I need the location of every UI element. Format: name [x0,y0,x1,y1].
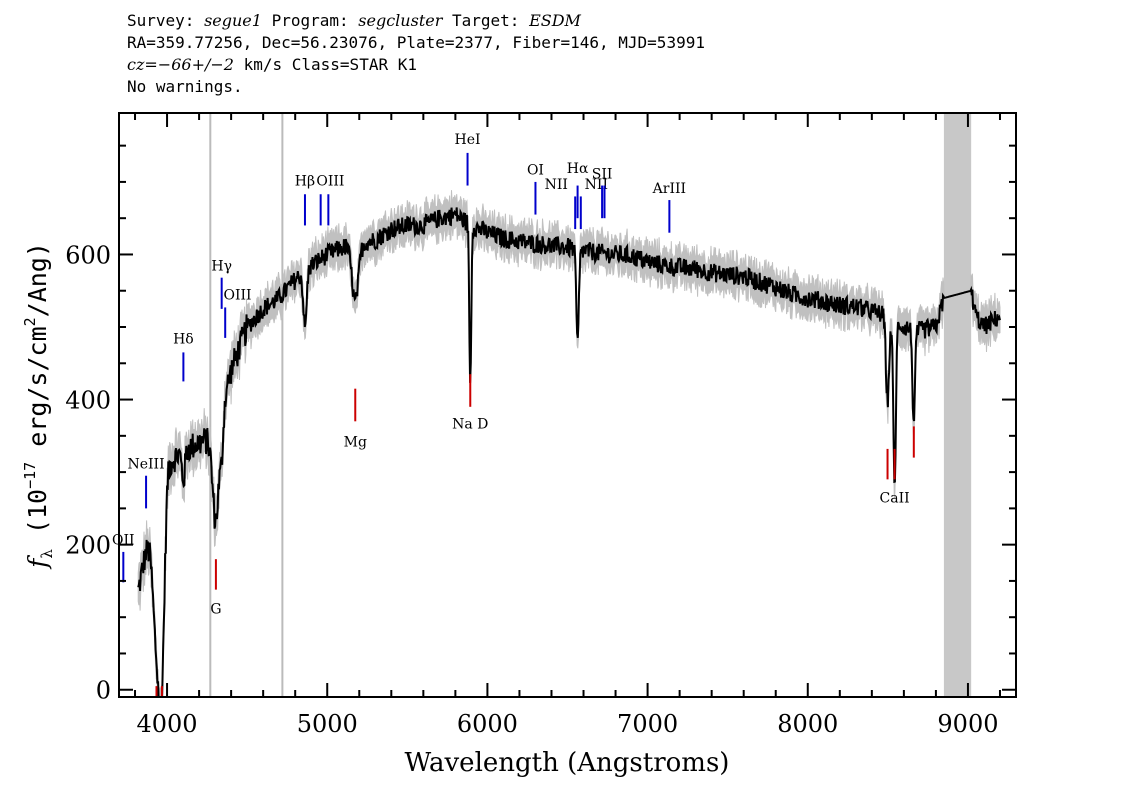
y-axis-title: fλ (10−17 erg/s/cm2/Ang) [21,242,56,570]
y-tick-label-600: 600 [65,241,111,269]
reference-lines-layer [209,113,284,697]
plot-frame [118,112,1017,698]
absorption-line-label-2: G [210,602,221,618]
absorption-line-label-3: Mg [344,435,367,451]
target-label: Target: [452,11,520,30]
x-tick-label-7000: 7000 [617,710,678,738]
x-axis-title: Wavelength (Angstroms) [405,748,730,778]
spectrum-header: Survey: segue1 Program: segcluster Targe… [127,10,705,98]
emission-line-label-1: NeIII [127,456,164,472]
flux-series-line [137,207,1001,697]
x-tick-label-9000: 9000 [937,710,998,738]
axes-layer: 4000 5000 6000 7000 8000 9000 0 200 400 600 [65,113,1016,738]
y-axis-title-exp2: 2 [21,317,39,326]
emission-line-label-2: Hδ [173,332,194,348]
program-value: segcluster [358,11,443,30]
y-axis-title-exp1: −17 [21,462,39,489]
y-tick-label-0: 0 [96,677,111,705]
y-axis-title-a: (10 [23,489,52,549]
cz-value: =−66+/−2 [144,55,234,74]
header-line-1: Survey: segue1 Program: segcluster Targe… [127,10,705,32]
flux-error-band [137,190,1001,697]
x-tick-label-5000: 5000 [297,710,358,738]
y-axis-title-f: f [23,555,52,570]
header-line-4: No warnings. [127,77,243,96]
y-tick-label-400: 400 [65,387,111,415]
y-axis-title-sub: λ [38,549,56,559]
absorption-line-label-6: CaII [880,491,910,507]
x-tick-label-6000: 6000 [457,710,518,738]
emission-line-label-9: OI [527,163,544,179]
emission-line-label-10: NII [545,177,568,193]
error-band-layer [137,190,1001,697]
y-axis-title-b: erg/s/cm [23,326,52,461]
emission-line-label-3: Hγ [211,258,232,274]
emission-line-label-15: ArIII [652,181,686,197]
flux-layer [137,207,1001,697]
header-line-2: RA=359.77256, Dec=56.23076, Plate=2377, … [127,33,705,52]
emission-line-label-6: OIII [316,174,344,190]
y-tick-label-200: 200 [65,532,111,560]
target-value: ESDM [529,11,581,30]
emission-line-label-8: HeI [455,132,481,148]
header-line-3: cz=−66+/−2 km/s Class=STAR K1 [127,54,705,76]
x-tick-label-8000: 8000 [777,710,838,738]
absorption-line-label-4: Na D [452,417,488,433]
cz-label: cz [127,55,145,74]
survey-label: Survey: [127,11,195,30]
masked-band [943,113,972,697]
emission-line-label-4: OIII [223,287,251,303]
emission-line-label-13: SII [592,166,613,182]
masked-band-layer [943,113,972,697]
cz-units-class: km/s Class=STAR K1 [243,55,417,74]
y-axis-title-c: /Ang) [23,242,52,317]
x-tick-label-4000: 4000 [137,710,198,738]
emission-line-label-5: Hβ [295,174,315,190]
program-label: Program: [271,11,349,30]
survey-value: segue1 [204,11,262,30]
emission-line-label-11: Hα [567,161,589,177]
emission-line-label-0: OII [112,533,135,549]
